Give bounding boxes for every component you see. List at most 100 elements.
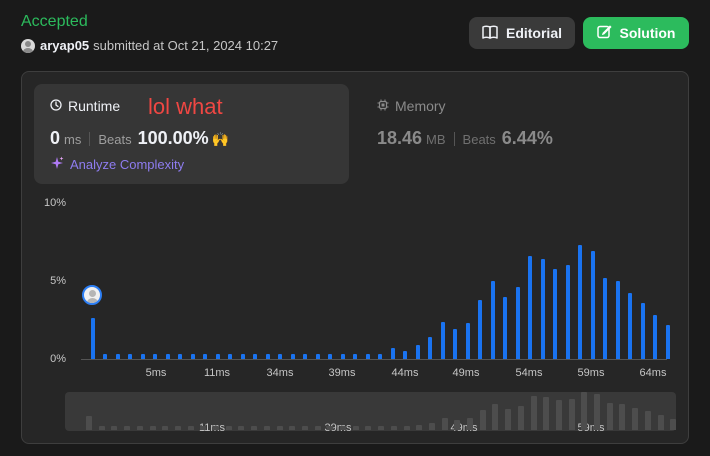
submission-info: aryap05 submitted at Oct 21, 2024 10:27 (21, 38, 278, 53)
runtime-bar[interactable] (540, 259, 545, 359)
runtime-bar[interactable] (553, 268, 557, 359)
runtime-bar[interactable] (240, 354, 245, 359)
runtime-bar[interactable] (278, 354, 282, 359)
user-avatar-icon[interactable] (21, 38, 35, 53)
mini-bar (670, 418, 677, 430)
runtime-bar[interactable] (640, 302, 645, 359)
memory-title[interactable]: Memory (377, 98, 446, 114)
runtime-bar[interactable] (215, 354, 220, 359)
runtime-bar[interactable] (103, 354, 107, 359)
mini-bar (378, 426, 385, 430)
mini-bar (454, 420, 461, 430)
runtime-bar[interactable] (590, 251, 595, 359)
mini-bar (581, 392, 588, 430)
mini-bar (555, 399, 562, 430)
runtime-bar[interactable] (290, 354, 295, 359)
runtime-bar[interactable] (403, 351, 407, 359)
runtime-bar[interactable] (178, 354, 182, 359)
runtime-title: Runtime (50, 98, 120, 114)
memory-value: 18.46 (377, 128, 423, 148)
runtime-bar[interactable] (353, 354, 357, 359)
x-tick-label: 54ms (515, 367, 543, 379)
x-tick-label: 39ms (328, 367, 356, 379)
submission-status: Accepted (21, 13, 88, 30)
runtime-bar[interactable] (228, 354, 232, 359)
runtime-bar[interactable] (440, 321, 445, 359)
mini-bar (505, 409, 512, 430)
runtime-bar[interactable] (453, 329, 457, 359)
runtime-bar[interactable] (90, 318, 95, 359)
runtime-bar[interactable] (265, 354, 270, 359)
sparkle-icon (50, 156, 64, 173)
y-tick-label: 0% (50, 353, 66, 365)
mini-bar (543, 396, 550, 430)
runtime-bar[interactable] (490, 281, 495, 359)
runtime-bar[interactable] (478, 299, 482, 359)
runtime-bar[interactable] (503, 296, 507, 359)
mini-bar (187, 426, 194, 430)
username-link[interactable]: aryap05 (40, 38, 90, 53)
x-tick-label: 49ms (452, 367, 480, 379)
runtime-bar[interactable] (328, 354, 332, 359)
runtime-title-label: Runtime (68, 98, 121, 114)
memory-beats-value: 6.44% (501, 128, 553, 148)
mini-bar (263, 426, 270, 430)
mini-bar (327, 426, 334, 430)
runtime-bar[interactable] (565, 265, 570, 359)
runtime-bar[interactable] (628, 293, 632, 359)
runtime-bar[interactable] (465, 323, 470, 359)
analyze-complexity-link[interactable]: Analyze Complexity (50, 156, 184, 173)
mini-bar (479, 410, 486, 430)
runtime-bar[interactable] (128, 354, 132, 359)
runtime-bar[interactable] (253, 354, 257, 359)
runtime-bar[interactable] (165, 354, 170, 359)
runtime-bar[interactable] (378, 354, 382, 359)
solution-button[interactable]: Solution (583, 17, 689, 49)
mini-x-tick-label: 39ms (324, 422, 352, 434)
mini-bar (111, 426, 118, 430)
runtime-bar[interactable] (528, 256, 532, 359)
runtime-metrics: 0 ms Beats 100.00% 🙌 (50, 128, 229, 149)
runtime-bar[interactable] (140, 354, 145, 359)
runtime-bar[interactable] (653, 315, 657, 359)
runtime-bar[interactable] (190, 354, 195, 359)
mini-bar (289, 426, 296, 430)
clapping-hands-icon: 🙌 (211, 131, 230, 147)
x-tick-label: 34ms (266, 367, 294, 379)
runtime-bar[interactable] (428, 337, 432, 359)
submitted-time: submitted at Oct 21, 2024 10:27 (93, 38, 279, 53)
mini-bar (530, 395, 537, 430)
runtime-bar[interactable] (415, 344, 420, 359)
runtime-bar[interactable] (578, 245, 582, 359)
runtime-bar[interactable] (115, 354, 120, 359)
runtime-bar[interactable] (665, 324, 670, 359)
runtime-bar[interactable] (340, 354, 345, 359)
mini-bar (200, 426, 207, 430)
editorial-button[interactable]: Editorial (469, 17, 575, 49)
runtime-bar[interactable] (303, 354, 307, 359)
mini-bar (619, 404, 626, 430)
runtime-bar[interactable] (365, 354, 370, 359)
runtime-beats-value: 100.00% (137, 128, 209, 148)
mini-bar (657, 415, 664, 430)
mini-bar (403, 426, 410, 430)
solution-button-label: Solution (619, 25, 676, 41)
mini-bar (517, 406, 524, 430)
mini-x-tick-label: 59ms (577, 422, 605, 434)
your-submission-avatar-icon[interactable] (82, 285, 102, 305)
mini-bar (606, 402, 613, 430)
runtime-bar[interactable] (315, 354, 320, 359)
mini-x-tick-label: 49ms (450, 422, 478, 434)
runtime-bar[interactable] (203, 354, 207, 359)
runtime-bar[interactable] (390, 348, 395, 359)
runtime-bar[interactable] (153, 354, 157, 359)
runtime-value: 0 (50, 128, 61, 148)
memory-title-label: Memory (395, 98, 446, 114)
runtime-bar[interactable] (603, 277, 607, 359)
mini-bar (416, 425, 423, 430)
x-tick-label: 64ms (639, 367, 667, 379)
runtime-card[interactable] (34, 84, 349, 184)
mini-bar (251, 426, 258, 430)
runtime-bar[interactable] (615, 281, 620, 359)
runtime-bar[interactable] (515, 287, 520, 359)
